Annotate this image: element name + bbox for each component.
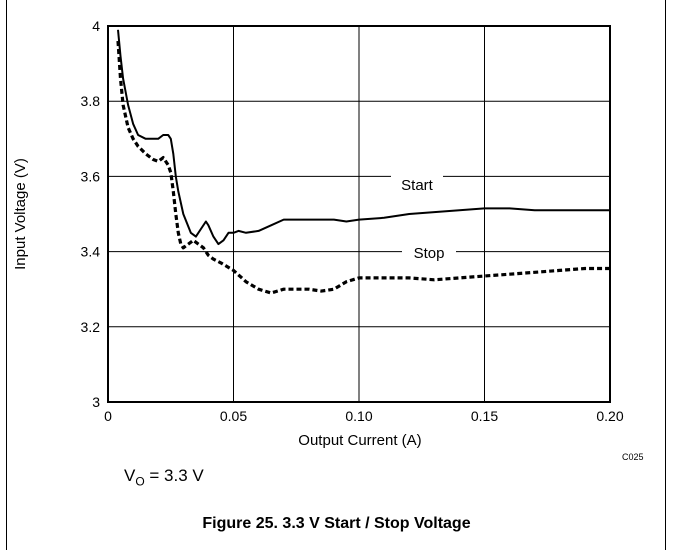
series-line-start: [117, 29, 610, 246]
vo-subscript: O: [135, 474, 145, 489]
y-axis-label: Input Voltage (V): [12, 158, 29, 270]
series-line-stop: [116, 40, 610, 295]
frame-left-border: [6, 0, 7, 550]
figure-caption: Figure 25. 3.3 V Start / Stop Voltage: [202, 515, 471, 532]
vo-value: = 3.3 V: [144, 466, 204, 485]
vo-condition: VO = 3.3 V: [124, 466, 204, 488]
x-axis-label: Output Current (A): [298, 432, 421, 449]
series-layer: [116, 29, 610, 295]
y-tick-label: 4: [92, 18, 100, 34]
plot-border: [107, 25, 611, 403]
x-tick-label: 0.10: [345, 408, 372, 424]
figure-code: C025: [622, 452, 644, 462]
y-tick-label: 3.6: [81, 168, 101, 184]
x-tick-label: 0.20: [596, 408, 623, 424]
frame-right-border: [665, 0, 666, 550]
y-tick-label: 3: [92, 394, 100, 410]
vo-prefix: V: [124, 466, 136, 485]
x-tick-label: 0.15: [471, 408, 498, 424]
y-tick-label: 3.8: [81, 93, 101, 109]
series-label-start: Start: [401, 177, 434, 194]
series-label-stop: Stop: [414, 245, 445, 262]
x-tick-label: 0.05: [220, 408, 247, 424]
y-tick-label: 3.2: [81, 319, 101, 335]
x-tick-labels: 0 0.05 0.10 0.15 0.20: [104, 408, 624, 424]
stop-label-background: [402, 241, 456, 263]
start-label-background: [391, 172, 443, 194]
x-tick-label: 0: [104, 408, 112, 424]
y-tick-label: 3.4: [81, 244, 101, 260]
y-tick-labels: 3 3.2 3.4 3.6 3.8 4: [81, 18, 101, 410]
